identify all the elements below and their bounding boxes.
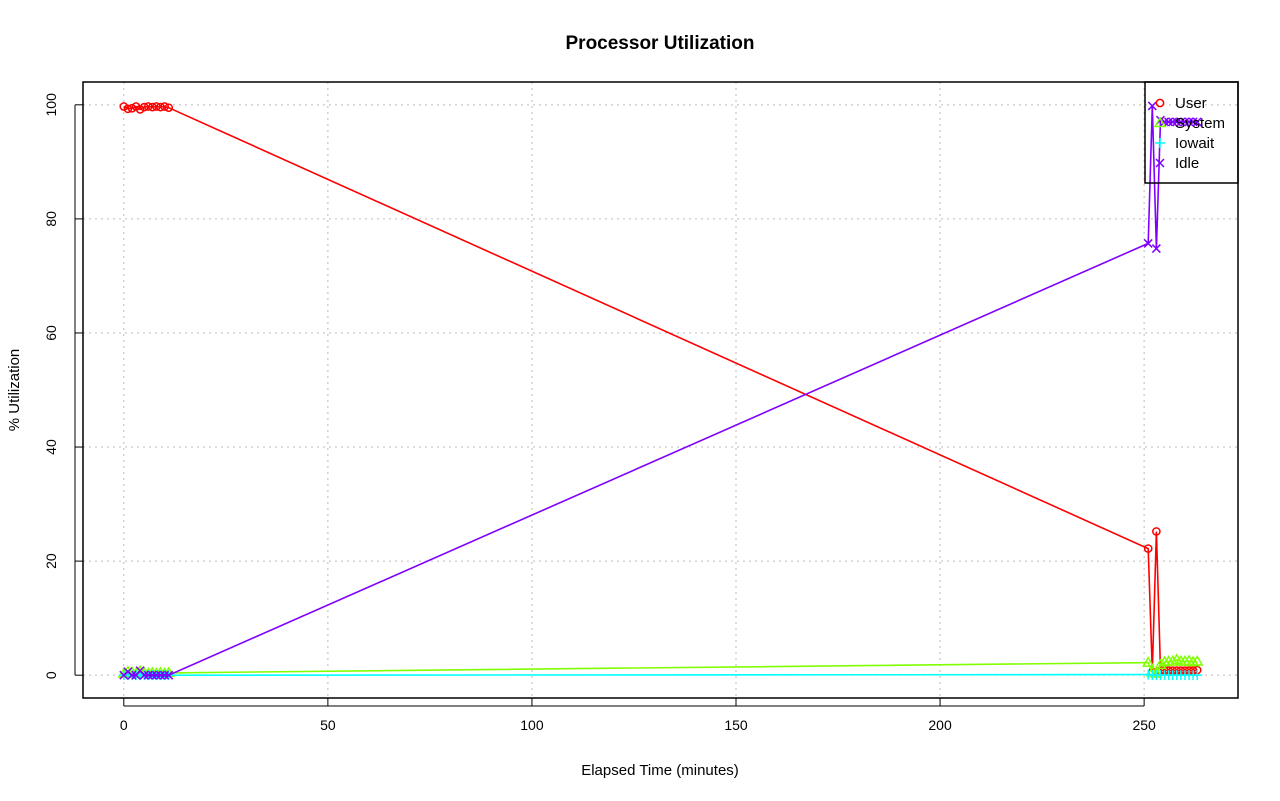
data-point-idle: [1147, 101, 1157, 111]
data-point-idle: [151, 670, 161, 680]
data-point-user: [143, 102, 153, 111]
data-point-user: [1152, 527, 1161, 536]
x-tick-label: 100: [520, 717, 544, 733]
y-tick-label: 20: [43, 553, 59, 569]
y-tick-label: 80: [43, 211, 59, 227]
x-tick-label: 0: [120, 717, 128, 733]
data-point-iowait: [1192, 670, 1203, 681]
x-tick-label: 200: [928, 717, 952, 733]
legend-marker-idle: [1155, 158, 1165, 168]
data-point-idle: [1168, 117, 1178, 127]
series-line-system: [123, 658, 1198, 675]
legend: User System Iowait Idle: [1144, 81, 1239, 184]
x-tick-label: 150: [724, 717, 748, 733]
legend-marker-system: [1153, 116, 1167, 128]
legend-label-iowait: Iowait: [1175, 135, 1215, 152]
series-layer: [117, 101, 1204, 681]
data-point-user: [160, 102, 169, 111]
data-point-system: [1190, 655, 1204, 666]
data-point-idle: [160, 670, 170, 680]
x-axis-label: Elapsed Time (minutes): [581, 762, 739, 779]
y-axis-label: % Utilization: [6, 349, 23, 432]
legend-marker-user: [1155, 98, 1165, 108]
data-point-idle: [156, 670, 166, 680]
data-point-idle: [1192, 117, 1202, 127]
data-point-user: [127, 103, 137, 113]
data-point-user: [123, 104, 133, 114]
data-point-user: [148, 102, 157, 112]
legend-marker-iowait: [1155, 138, 1165, 148]
legend-box: [1144, 81, 1239, 184]
y-tick-label: 40: [43, 439, 59, 455]
series-line-idle: [123, 105, 1198, 677]
data-point-user: [164, 103, 174, 113]
series-system: [117, 653, 1204, 678]
data-point-user: [139, 102, 149, 112]
y-tick-label: 100: [43, 93, 59, 117]
data-point-system: [1166, 655, 1180, 666]
data-point-idle: [147, 670, 157, 680]
data-point-idle: [1188, 117, 1198, 127]
data-point-idle: [164, 670, 174, 680]
data-point-idle: [1172, 117, 1182, 127]
data-point-user: [156, 102, 165, 112]
data-point-idle: [1184, 117, 1194, 127]
x-tick-label: 50: [320, 717, 336, 733]
data-point-system: [1141, 656, 1155, 667]
y-tick-label: 0: [43, 671, 59, 679]
y-tick-label: 60: [43, 325, 59, 341]
data-point-idle: [1143, 238, 1153, 248]
series-line-user: [123, 105, 1198, 672]
data-point-system: [1154, 658, 1167, 670]
x-tick-label: 250: [1132, 717, 1156, 733]
series-line-iowait: [123, 673, 1198, 677]
data-point-user: [1143, 544, 1153, 553]
data-point-idle: [1180, 117, 1190, 127]
y-axis: 0 20 40 60 80 100: [43, 93, 83, 679]
legend-label-system: System: [1175, 115, 1225, 132]
data-point-idle: [1160, 117, 1170, 127]
series-user: [119, 102, 1202, 677]
data-point-idle: [127, 670, 137, 680]
chart-title: Processor Utilization: [566, 33, 755, 54]
legend-label-user: User: [1175, 95, 1207, 112]
data-point-idle: [143, 670, 153, 680]
data-point-idle: [1176, 117, 1186, 127]
data-point-idle: [139, 670, 149, 680]
plot-frame: [82, 81, 1239, 699]
data-point-idle: [1164, 117, 1174, 127]
legend-label-idle: Idle: [1175, 155, 1199, 172]
data-point-user: [152, 102, 161, 111]
series-idle: [119, 101, 1202, 680]
grid: [83, 82, 1238, 698]
x-axis: 0 50 100 150 200 250: [120, 698, 1156, 733]
data-point-idle: [1151, 244, 1161, 254]
